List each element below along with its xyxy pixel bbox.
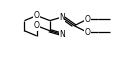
Text: O: O [84,15,90,24]
Text: N: N [59,30,65,39]
Text: N: N [59,13,65,22]
Text: O: O [34,21,40,30]
Text: O: O [34,11,40,20]
Text: O: O [84,28,90,37]
